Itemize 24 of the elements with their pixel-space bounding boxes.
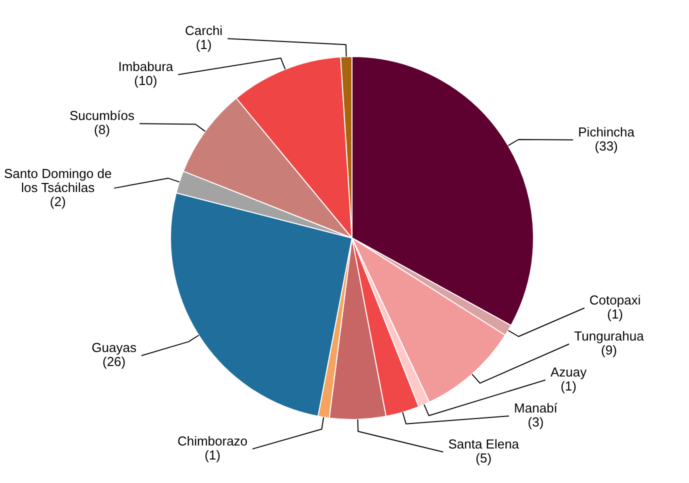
data-label: (8) [94, 122, 110, 138]
data-label: (1) [607, 306, 624, 322]
data-label: (3) [528, 414, 544, 430]
slice-label: Pichincha [578, 124, 636, 140]
data-label: (1) [204, 448, 220, 463]
slice-label: Chimborazo [177, 434, 248, 449]
data-label: (33) [594, 138, 618, 154]
slice-label: Carchi [184, 23, 223, 38]
slice-label: Manabí [514, 400, 558, 416]
slice-label: Cotopaxi [589, 292, 641, 308]
data-label: (9) [601, 342, 617, 358]
slice-label: Tungurahua [574, 328, 645, 344]
slice-label: Sucumbíos [69, 108, 135, 124]
data-label: (2) [50, 194, 66, 209]
data-label: (10) [134, 73, 158, 88]
data-label: (5) [476, 450, 492, 466]
data-label: (26) [102, 354, 126, 370]
slice-label: Azuay [550, 364, 588, 380]
data-label: (1) [196, 37, 212, 52]
slice-label: Santa Elena [448, 436, 520, 452]
slice-label: Guayas [92, 340, 137, 356]
slice-label: Imbabura [118, 59, 174, 74]
data-label: (1) [560, 378, 576, 394]
slice-label: Santo Domingo de los Tsáchilas [4, 166, 112, 195]
